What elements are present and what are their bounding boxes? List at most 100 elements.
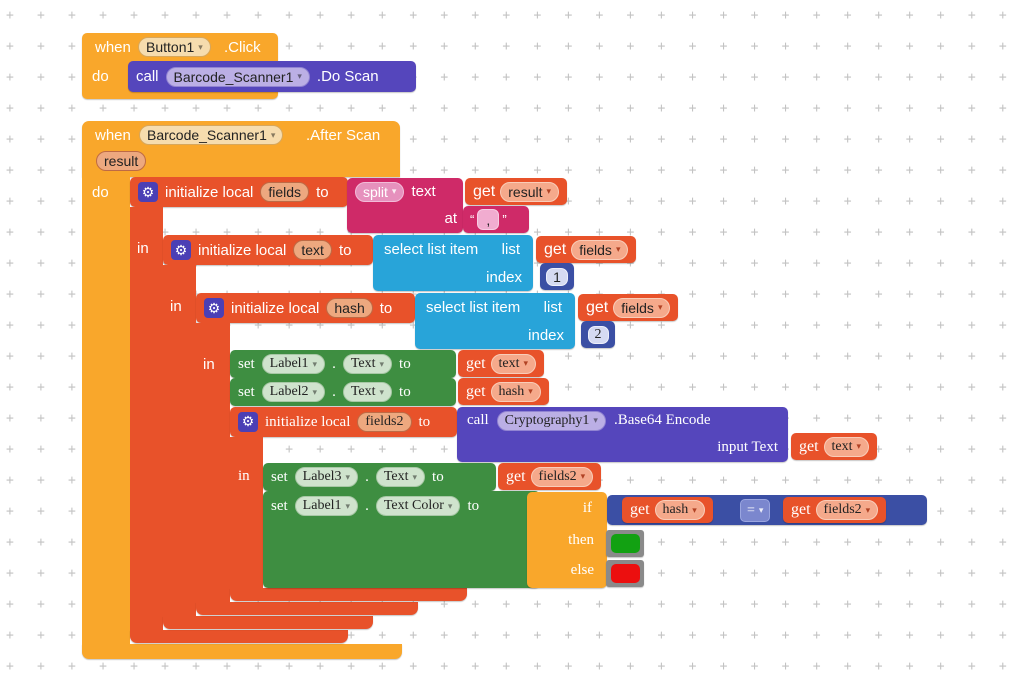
mutator-gear-icon[interactable]: ⚙ (138, 182, 158, 202)
block-call-base64-encode[interactable]: call Cryptography1 ▾ .Base64 Encode inpu… (457, 407, 788, 462)
local-name-text[interactable]: text (293, 240, 332, 260)
block-call-do-scan[interactable]: call Barcode_Scanner1 ▾ .Do Scan (128, 61, 416, 92)
init-hash-bottom[interactable] (196, 602, 418, 615)
init-hash-left-column[interactable] (196, 323, 230, 603)
dropdown-component-label2[interactable]: Label2 ▾ (261, 382, 326, 402)
do-label: do (92, 68, 109, 85)
dropdown-var-fields[interactable]: fields ▾ (571, 239, 629, 260)
chevron-down-icon: ▾ (758, 505, 764, 515)
chevron-down-icon: ▾ (379, 358, 385, 369)
block-set-label3-text[interactable]: set Label3 ▾ . Text ▾ to (263, 463, 496, 491)
event-param-result[interactable]: result (96, 151, 147, 171)
block-init-local-hash[interactable]: ⚙ initialize local hash to (196, 293, 415, 323)
mutator-gear-icon[interactable]: ⚙ (238, 412, 258, 432)
green-color-swatch[interactable] (610, 534, 640, 553)
chevron-down-icon: ▾ (345, 471, 351, 482)
quote-close: ” (502, 212, 507, 227)
dropdown-var-fields2[interactable]: fields2 ▾ (530, 466, 594, 487)
chevron-down-icon: ▾ (615, 244, 621, 254)
dropdown-var-result[interactable]: result ▾ (500, 181, 560, 202)
dropdown-equals-op[interactable]: = ▾ (740, 499, 771, 522)
block-get-text-2[interactable]: get text ▾ (791, 433, 878, 460)
block-init-local-text[interactable]: ⚙ initialize local text to (163, 235, 373, 265)
block-get-text-1[interactable]: get text ▾ (458, 350, 545, 377)
chevron-down-icon: ▾ (593, 415, 598, 425)
dropdown-prop-text[interactable]: Text ▾ (375, 467, 426, 487)
block-get-hash-1[interactable]: get hash ▾ (458, 378, 549, 405)
local-name-fields[interactable]: fields (260, 182, 310, 202)
block-select-list-item-1[interactable]: select list item list index (373, 235, 533, 291)
init-fields-bottom[interactable] (130, 630, 348, 643)
block-get-fields2-2[interactable]: get fields2 ▾ (783, 497, 887, 523)
method-name-label: .Do Scan (316, 68, 379, 85)
dropdown-component-cryptography1[interactable]: Cryptography1 ▾ (496, 410, 606, 431)
mutator-gear-icon[interactable]: ⚙ (171, 240, 191, 260)
dropdown-component-label1[interactable]: Label1 ▾ (294, 496, 359, 516)
init-text-left-column[interactable] (163, 265, 196, 617)
in-label: in (137, 240, 149, 257)
call-label: call (136, 68, 159, 85)
in-label: in (203, 356, 215, 373)
local-name-fields2[interactable]: fields2 (357, 412, 412, 432)
block-get-hash-2[interactable]: get hash ▾ (622, 497, 713, 523)
init-fields2-bottom[interactable] (230, 588, 467, 601)
init-text-bottom[interactable] (163, 616, 373, 629)
number-field[interactable]: 1 (546, 267, 568, 286)
block-if-then-else[interactable]: if then else (527, 492, 607, 588)
block-init-local-fields2[interactable]: ⚙ initialize local fields2 to (230, 407, 457, 437)
when-after-scan-bottom[interactable] (82, 644, 402, 659)
dropdown-var-fields2[interactable]: fields2 ▾ (815, 500, 879, 520)
number-field[interactable]: 2 (587, 325, 609, 344)
dropdown-component-button1[interactable]: Button1 ▾ (138, 37, 211, 57)
block-set-label1-text[interactable]: set Label1 ▾ . Text ▾ to (230, 350, 456, 378)
chevron-down-icon: ▾ (692, 504, 697, 515)
dropdown-var-text[interactable]: text ▾ (823, 436, 870, 457)
block-get-fields-1[interactable]: get fields ▾ (536, 236, 637, 263)
dropdown-prop-text[interactable]: Text ▾ (342, 354, 393, 374)
block-number-1[interactable]: 1 (540, 263, 574, 290)
dropdown-prop-text[interactable]: Text ▾ (342, 382, 393, 402)
local-name-hash[interactable]: hash (326, 298, 373, 318)
dropdown-component-label1[interactable]: Label1 ▾ (261, 354, 326, 374)
block-select-list-item-2[interactable]: select list item list index (415, 293, 575, 349)
init-fields2-left-column[interactable] (230, 437, 263, 589)
block-color-green[interactable] (606, 530, 644, 557)
chevron-down-icon: ▾ (198, 41, 203, 52)
dropdown-var-fields[interactable]: fields ▾ (613, 297, 671, 318)
chevron-down-icon: ▾ (412, 471, 418, 482)
event-name-label: .After Scan (306, 127, 381, 144)
chevron-down-icon: ▾ (546, 186, 552, 196)
dropdown-component-barcode-scanner1[interactable]: Barcode_Scanner1 ▾ (139, 125, 284, 145)
block-string-comma[interactable]: “ , ” (463, 206, 529, 233)
block-get-fields2-1[interactable]: get fields2 ▾ (498, 463, 602, 490)
dropdown-prop-textcolor[interactable]: Text Color ▾ (375, 496, 461, 516)
chevron-down-icon: ▾ (580, 471, 586, 481)
chevron-down-icon: ▾ (447, 500, 453, 511)
block-get-fields-2[interactable]: get fields ▾ (578, 294, 679, 321)
mutator-gear-icon[interactable]: ⚙ (204, 298, 224, 318)
in-label: in (170, 298, 182, 315)
dropdown-var-hash[interactable]: hash ▾ (490, 381, 541, 402)
dropdown-var-hash[interactable]: hash ▾ (654, 500, 705, 520)
dropdown-component-barcode-scanner1[interactable]: Barcode_Scanner1 ▾ (165, 66, 310, 87)
red-color-swatch[interactable] (610, 564, 640, 583)
block-color-red[interactable] (606, 560, 644, 587)
when-after-scan-left-column[interactable] (82, 177, 130, 645)
dropdown-var-text[interactable]: text ▾ (490, 353, 537, 374)
block-number-2[interactable]: 2 (581, 321, 615, 348)
init-fields-left-column[interactable] (130, 207, 163, 631)
block-set-label2-text[interactable]: set Label2 ▾ . Text ▾ to (230, 378, 456, 406)
do-label: do (92, 184, 109, 201)
block-init-local-fields[interactable]: ⚙ initialize local fields to (130, 177, 348, 207)
block-split-text[interactable]: split ▾ text at (347, 178, 463, 233)
chevron-down-icon: ▾ (345, 500, 351, 511)
string-field-comma[interactable]: , (477, 209, 500, 230)
chevron-down-icon: ▾ (270, 129, 276, 140)
event-name-label: .Click (224, 39, 261, 56)
block-get-result[interactable]: get result ▾ (465, 178, 568, 205)
dropdown-split-op[interactable]: split ▾ (355, 181, 405, 202)
in-label: in (238, 468, 250, 484)
chevron-down-icon: ▾ (523, 358, 529, 368)
block-set-label1-textcolor[interactable]: set Label1 ▾ . Text Color ▾ to (263, 491, 540, 588)
dropdown-component-label3[interactable]: Label3 ▾ (294, 467, 359, 487)
